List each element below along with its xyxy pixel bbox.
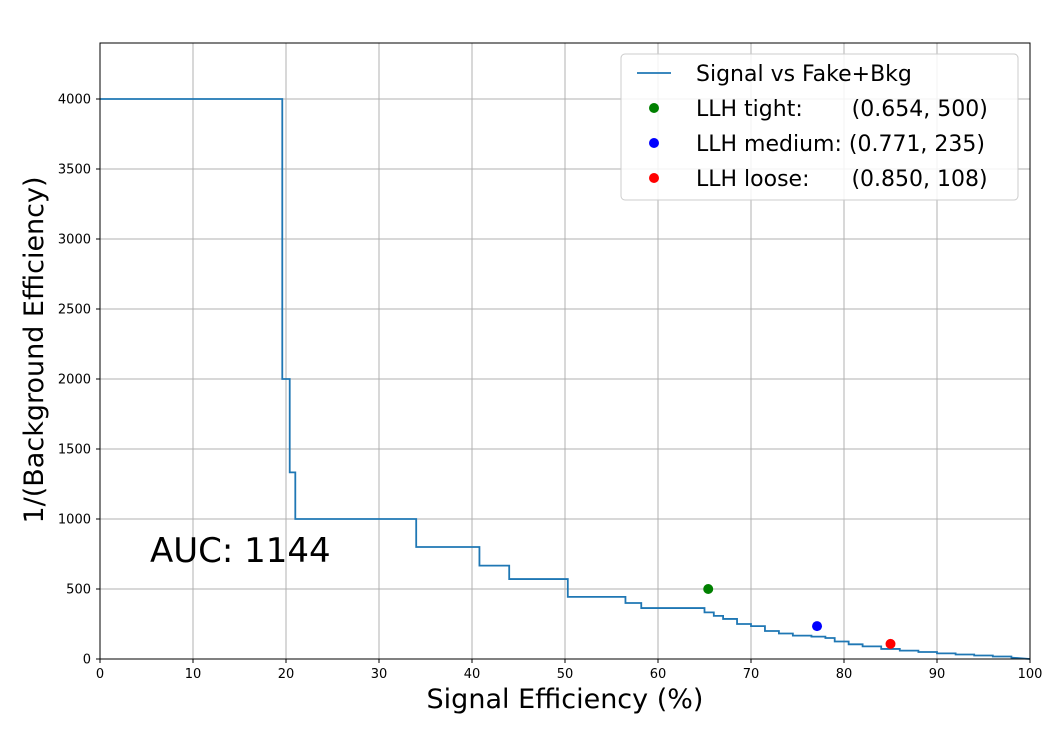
legend-entry-llh-medium: LLH medium: (0.771, 235) [696,132,985,157]
y-tick-label: 2000 [58,373,91,388]
x-tick-label: 50 [557,667,574,682]
y-tick-label: 2500 [58,303,91,318]
y-tick-label: 500 [66,583,91,598]
legend-box [620,53,1019,201]
legend-point-swatch [649,173,659,183]
y-tick-label: 3500 [58,163,91,178]
y-tick-label: 3000 [58,233,91,248]
y-tick-label: 1000 [58,513,91,528]
x-axis-label: Signal Efficiency (%) [427,684,704,715]
auc-annotation: AUC: 1144 [150,531,331,571]
x-tick-label: 30 [371,667,388,682]
plot-area [100,98,1031,660]
legend-point-swatch [649,138,659,148]
llh-medium-point [812,621,823,632]
y-tick-label: 0 [83,653,91,668]
legend-entry-llh-loose: LLH loose: (0.850, 108) [696,167,988,192]
x-tick-label: 0 [96,667,104,682]
y-tick-label: 4000 [58,93,91,108]
llh-loose-point [885,638,896,649]
x-tick-label: 80 [836,667,853,682]
x-tick-label: 100 [1018,667,1043,682]
legend-point-swatch [649,103,659,113]
legend-entry-roc-curve: Signal vs Fake+Bkg [696,62,912,87]
axis-ticks: 0 10 20 30 40 50 60 70 80 90 100050010001500200025… [58,93,1043,683]
x-tick-label: 60 [650,667,667,682]
legend: Signal vs Fake+Bkg LLH tight: (0.654, 500… [620,53,1019,201]
x-tick-label: 70 [743,667,760,682]
x-tick-label: 40 [464,667,481,682]
legend-entry-llh-tight: LLH tight: (0.654, 500) [696,97,988,122]
x-tick-label: 10 [185,667,202,682]
y-tick-label: 1500 [58,443,91,458]
y-axis-label: 1/(Background Efficiency) [19,176,50,523]
x-tick-label: 90 [929,667,946,682]
roc-curve [100,98,1031,660]
x-tick-label: 20 [278,667,295,682]
llh-tight-point [703,584,714,594]
